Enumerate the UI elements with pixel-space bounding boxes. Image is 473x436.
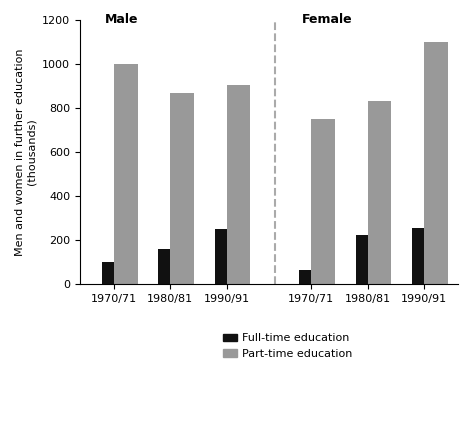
Bar <box>311 119 335 284</box>
Bar <box>170 93 194 284</box>
Bar <box>356 235 379 284</box>
Bar <box>412 228 436 284</box>
Text: Male: Male <box>105 13 138 26</box>
Bar <box>227 85 250 284</box>
Bar <box>158 249 182 284</box>
Bar <box>368 101 392 284</box>
Bar <box>114 64 138 284</box>
Bar <box>299 270 323 284</box>
Bar <box>215 229 238 284</box>
Text: Female: Female <box>302 13 353 26</box>
Bar <box>102 262 126 284</box>
Bar <box>424 42 448 284</box>
Y-axis label: Men and women in further education
(thousands): Men and women in further education (thou… <box>15 48 36 255</box>
Legend: Full-time education, Part-time education: Full-time education, Part-time education <box>219 329 357 363</box>
